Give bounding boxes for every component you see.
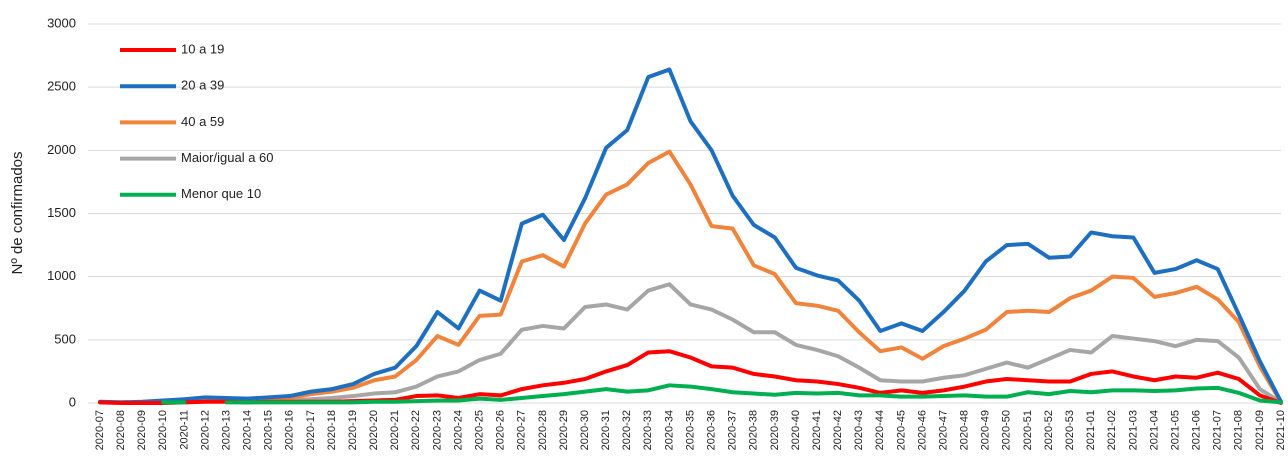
x-tick-label: 2020-37 — [727, 410, 739, 450]
x-tick-label: 2020-25 — [474, 410, 486, 450]
x-tick-label: 2020-15 — [263, 410, 275, 450]
x-tick-label: 2020-16 — [284, 410, 296, 450]
y-tick-label: 3000 — [47, 15, 76, 30]
x-tick-label: 2021-09 — [1254, 410, 1266, 450]
x-tick-label: 2020-35 — [684, 410, 696, 450]
x-tick-label: 2020-09 — [136, 410, 148, 450]
x-tick-label: 2020-21 — [389, 410, 401, 450]
legend-label: 10 a 19 — [181, 41, 224, 56]
x-tick-label: 2020-10 — [157, 410, 169, 450]
x-tick-label: 2020-28 — [537, 410, 549, 450]
legend-label: 20 a 39 — [181, 78, 224, 93]
x-tick-label: 2020-33 — [642, 410, 654, 450]
x-tick-label: 2020-26 — [495, 410, 507, 450]
y-tick-label: 1000 — [47, 268, 76, 283]
x-tick-label: 2020-49 — [980, 410, 992, 450]
x-tick-label: 2020-43 — [853, 410, 865, 450]
x-tick-label: 2020-46 — [916, 410, 928, 450]
y-tick-label: 0 — [69, 394, 76, 409]
legend-label: Menor que 10 — [181, 186, 261, 201]
x-tick-label: 2020-36 — [705, 410, 717, 450]
x-tick-label: 2021-04 — [1148, 410, 1160, 450]
x-tick-label: 2020-34 — [663, 410, 675, 450]
x-tick-label: 2020-19 — [347, 410, 359, 450]
x-tick-label: 2020-27 — [516, 410, 528, 450]
x-tick-label: 2020-41 — [811, 410, 823, 450]
x-tick-label: 2020-40 — [790, 410, 802, 450]
x-tick-label: 2020-17 — [305, 410, 317, 450]
x-tick-label: 2020-13 — [220, 410, 232, 450]
x-tick-label: 2020-32 — [621, 410, 633, 450]
x-tick-label: 2020-08 — [115, 410, 127, 450]
y-tick-label: 500 — [54, 331, 76, 346]
x-tick-label: 2020-23 — [431, 410, 443, 450]
y-tick-label: 1500 — [47, 205, 76, 220]
x-tick-label: 2020-53 — [1064, 410, 1076, 450]
y-axis-title: Nº de confirmados — [9, 151, 26, 274]
x-tick-label: 2020-11 — [178, 410, 190, 450]
series-line — [224, 383, 1283, 405]
x-tick-label: 2021-06 — [1191, 410, 1203, 450]
x-tick-label: 2020-30 — [579, 410, 591, 450]
x-tick-label: 2021-02 — [1106, 410, 1118, 450]
x-tick-label: 2020-31 — [600, 410, 612, 450]
x-tick-label: 2021-08 — [1233, 410, 1245, 450]
x-tick-label: 2020-39 — [769, 410, 781, 450]
series-line — [98, 67, 1283, 405]
x-tick-label: 2020-47 — [937, 410, 949, 450]
x-tick-label: 2020-29 — [558, 410, 570, 450]
x-tick-label: 2021-07 — [1212, 410, 1224, 450]
x-tick-label: 2021-01 — [1085, 410, 1097, 450]
series-line — [98, 149, 1283, 405]
x-tick-label: 2021-03 — [1127, 410, 1139, 450]
y-tick-label: 2500 — [47, 79, 76, 94]
x-tick-label: 2020-52 — [1043, 410, 1055, 450]
x-tick-label: 2020-12 — [199, 410, 211, 450]
x-tick-label: 2020-18 — [326, 410, 338, 450]
x-tick-label: 2020-38 — [748, 410, 760, 450]
x-tick-label: 2020-48 — [959, 410, 971, 450]
x-tick-label: 2020-51 — [1022, 410, 1034, 450]
y-tick-label: 2000 — [47, 142, 76, 157]
x-tick-label: 2021-05 — [1169, 410, 1181, 450]
x-tick-label: 2020-07 — [94, 410, 106, 450]
x-tick-label: 2020-50 — [1001, 410, 1013, 450]
legend-label: 40 a 59 — [181, 114, 224, 129]
x-tick-label: 2020-22 — [410, 410, 422, 450]
x-tick-label: 2020-42 — [832, 410, 844, 450]
x-tick-label: 2020-14 — [242, 410, 254, 450]
x-tick-label: 2020-20 — [368, 410, 380, 450]
legend-label: Maior/igual a 60 — [181, 150, 274, 165]
x-tick-label: 2021-10 — [1275, 410, 1287, 450]
x-tick-label: 2020-24 — [452, 410, 464, 450]
x-tick-label: 2020-45 — [895, 410, 907, 450]
x-tick-label: 2020-44 — [874, 410, 886, 450]
